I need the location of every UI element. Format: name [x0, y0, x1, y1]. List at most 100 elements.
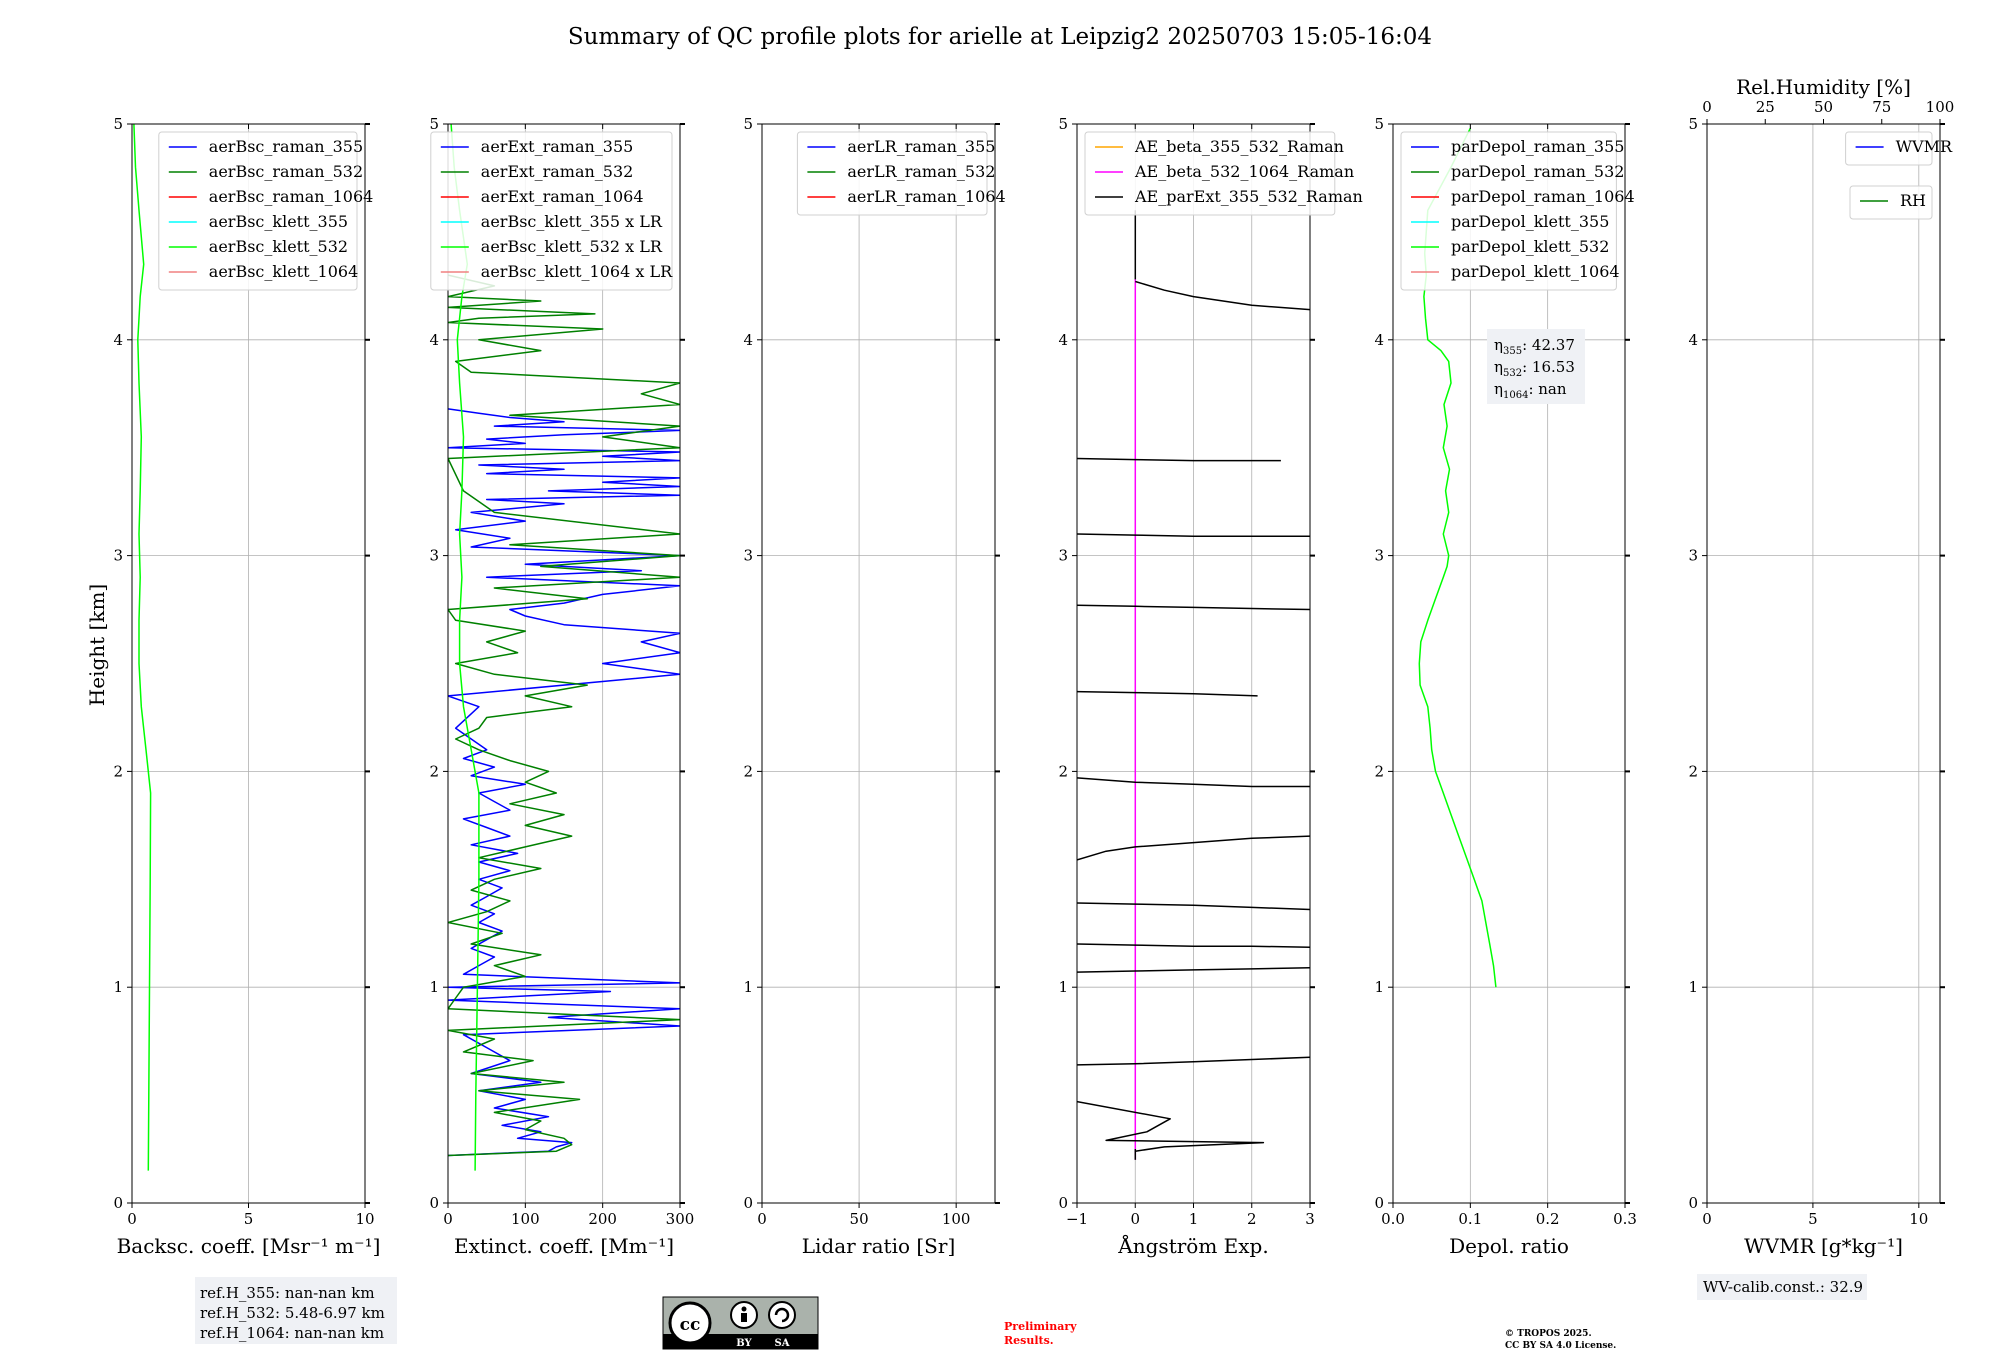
y-tick-label: 2 — [1374, 762, 1384, 780]
y-tick-label: 3 — [1374, 547, 1384, 565]
y-tick-label: 2 — [113, 762, 123, 780]
plot-area — [1418, 127, 1497, 988]
legend-item-label: aerBsc_klett_532 x LR — [481, 237, 663, 256]
x-tick-label: 0.1 — [1458, 1210, 1482, 1228]
series-line-AE_parExt_355_532_Raman — [1077, 943, 1310, 949]
panel-5: 0.0 0.1 0.2 0.3 0 1 2 3 4 5 Depol. ratio parDepol_r… — [1374, 115, 1636, 1258]
y-tick-label: 1 — [743, 978, 753, 996]
legend-item-label: aerBsc_raman_355 — [209, 137, 363, 156]
y-tick-label: 2 — [1688, 762, 1698, 780]
y-tick-label: 5 — [113, 115, 123, 133]
axes-frame — [1706, 123, 1941, 1204]
x-tick-label: 0.0 — [1381, 1210, 1405, 1228]
x-tick-label: 0 — [757, 1210, 767, 1228]
y-tick-label: 0 — [1058, 1194, 1068, 1212]
legend-frame — [430, 131, 673, 291]
top-x-axis-label: Rel.Humidity [%] — [1736, 75, 1911, 99]
ref-height-box-bg — [195, 1277, 397, 1344]
legend-item-label: aerBsc_klett_1064 — [209, 262, 358, 281]
x-tick-label: 3 — [1305, 1210, 1315, 1228]
legend-item-label: parDepol_raman_1064 — [1451, 187, 1635, 206]
legend-frame — [796, 131, 988, 216]
legend-frame — [1845, 131, 1933, 166]
legend-item-label: aerLR_raman_355 — [847, 137, 995, 156]
x-tick-label: −1 — [1066, 1210, 1088, 1228]
y-tick-label: 0 — [1688, 1194, 1698, 1212]
y-tick-label: 5 — [1058, 115, 1068, 133]
y-tick-label: 3 — [429, 547, 439, 565]
axes-frame — [761, 123, 996, 1204]
legend: RH — [1849, 185, 1933, 220]
legend: AE_beta_355_532_Raman AE_beta_532_1064_Ra… — [1084, 131, 1363, 216]
legend-frame — [1400, 131, 1617, 291]
legend-frame — [158, 131, 358, 291]
x-axis-label: WVMR [g*kg⁻¹] — [1744, 1234, 1903, 1258]
legend-item-label: aerBsc_raman_1064 — [209, 187, 374, 206]
legend-frame — [1084, 131, 1336, 216]
y-tick-label: 0 — [1374, 1194, 1384, 1212]
cc-by-label: BY — [736, 1338, 752, 1349]
y-tick-label: 1 — [1374, 978, 1384, 996]
x-tick-label: 1 — [1189, 1210, 1199, 1228]
wv-calib-text: WV-calib.const.: 32.9 — [1703, 1278, 1863, 1296]
x-tick-label: 0 — [1702, 1210, 1712, 1228]
legend-item-label: aerLR_raman_532 — [847, 162, 995, 181]
ref-height-line-3: ref.H_1064: nan-nan km — [200, 1324, 384, 1342]
axes-frame — [447, 123, 681, 1204]
series-line-aerExt_raman_355 — [448, 408, 680, 1157]
x-axis-label: Lidar ratio [Sr] — [802, 1234, 956, 1258]
y-tick-label: 2 — [743, 762, 753, 780]
svg-text:cc: cc — [680, 1315, 701, 1335]
y-tick-label: 4 — [1374, 331, 1384, 349]
y-tick-label: 0 — [113, 1194, 123, 1212]
x-tick-label: 0 — [1130, 1210, 1140, 1228]
y-tick-label: 1 — [113, 978, 123, 996]
axes-frame — [1392, 123, 1626, 1204]
x-tick-label: 100 — [511, 1210, 540, 1228]
legend-item-label: aerBsc_klett_355 x LR — [481, 212, 663, 231]
x-tick-label: 5 — [244, 1210, 254, 1228]
copyright-line-2: CC BY SA 4.0 License. — [1505, 1341, 1616, 1351]
y-tick-label: 3 — [743, 547, 753, 565]
cc-icon — [668, 1301, 712, 1345]
legend-frame — [1849, 185, 1933, 220]
y-tick-label: 5 — [743, 115, 753, 133]
x-tick-label: 0.2 — [1536, 1210, 1560, 1228]
y-tick-label: 2 — [1058, 762, 1068, 780]
legend-item-label: aerExt_raman_532 — [481, 162, 634, 181]
panel-3: 0 50 100 0 1 2 3 4 5 Lidar ratio [Sr] aerLR_raman_… — [743, 115, 1005, 1258]
y-tick-label: 0 — [743, 1194, 753, 1212]
x-axis-label: Extinct. coeff. [Mm⁻¹] — [454, 1234, 674, 1258]
eta-box-bg — [1487, 329, 1585, 404]
x-tick-label: 10 — [1909, 1210, 1928, 1228]
legend-item-label: parDepol_raman_532 — [1451, 162, 1624, 181]
series-line-AE_parExt_355_532_Raman — [1077, 1100, 1265, 1152]
legend-item-label: aerLR_raman_1064 — [847, 187, 1005, 206]
x-tick-label: 0 — [443, 1210, 453, 1228]
top-x-tick-label: 75 — [1872, 98, 1891, 116]
legend-item-label: aerBsc_klett_1064 x LR — [481, 262, 673, 281]
legend-item-label: parDepol_raman_355 — [1451, 137, 1624, 156]
x-axis-label: Depol. ratio — [1449, 1234, 1569, 1258]
legend-item-label: AE_beta_355_532_Raman — [1134, 137, 1344, 156]
x-tick-label: 300 — [666, 1210, 695, 1228]
legend-item-label: aerBsc_raman_532 — [209, 162, 363, 181]
legend-item-label: AE_parExt_355_532_Raman — [1134, 187, 1363, 206]
legend-item-label: parDepol_klett_1064 — [1451, 262, 1620, 281]
series-line-AE_parExt_355_532_Raman — [1077, 690, 1258, 697]
series-line-AE_parExt_355_532_Raman — [1077, 604, 1310, 611]
series-line-AE_parExt_355_532_Raman — [1077, 533, 1310, 537]
ref-height-line-2: ref.H_532: 5.48-6.97 km — [200, 1304, 385, 1322]
wv-calib-box-bg — [1697, 1274, 1867, 1300]
legend-item-label: parDepol_klett_532 — [1451, 237, 1609, 256]
plot-area — [1077, 210, 1310, 1160]
y-tick-label: 4 — [429, 331, 439, 349]
x-tick-label: 100 — [942, 1210, 971, 1228]
figure-title: Summary of QC profile plots for arielle … — [568, 24, 1432, 50]
y-tick-label: 4 — [113, 331, 123, 349]
series-line-AE_parExt_355_532_Raman — [1135, 280, 1310, 311]
